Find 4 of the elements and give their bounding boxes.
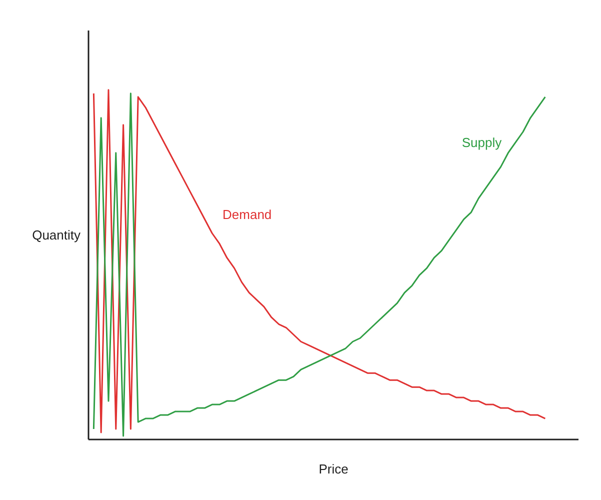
series-label: Demand [222,207,272,222]
series-label: Supply [462,134,502,150]
y-axis-title: Quantity [32,228,81,242]
x-axis-title: Price [318,462,348,476]
